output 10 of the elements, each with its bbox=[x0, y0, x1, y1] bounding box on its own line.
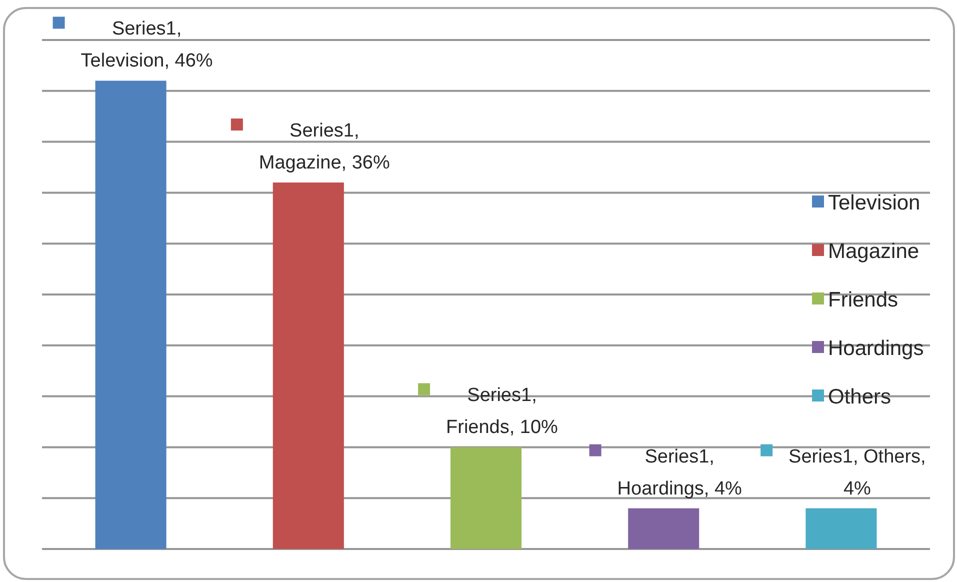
data-label: Series1, Others, 4% bbox=[788, 446, 926, 500]
legend-label: Others bbox=[828, 386, 892, 408]
data-label: Series1, Magazine, 36% bbox=[258, 120, 390, 174]
data-label: Series1, Hoardings, 4% bbox=[617, 446, 742, 500]
legend-label: Magazine bbox=[828, 240, 920, 263]
legend-label: Television bbox=[828, 192, 920, 214]
data-label: Series1, Friends, 10% bbox=[446, 385, 558, 438]
legend-label: Friends bbox=[828, 288, 898, 312]
legend-label: Hoardings bbox=[828, 337, 924, 360]
data-label: Series1, Television, 46% bbox=[80, 18, 213, 72]
